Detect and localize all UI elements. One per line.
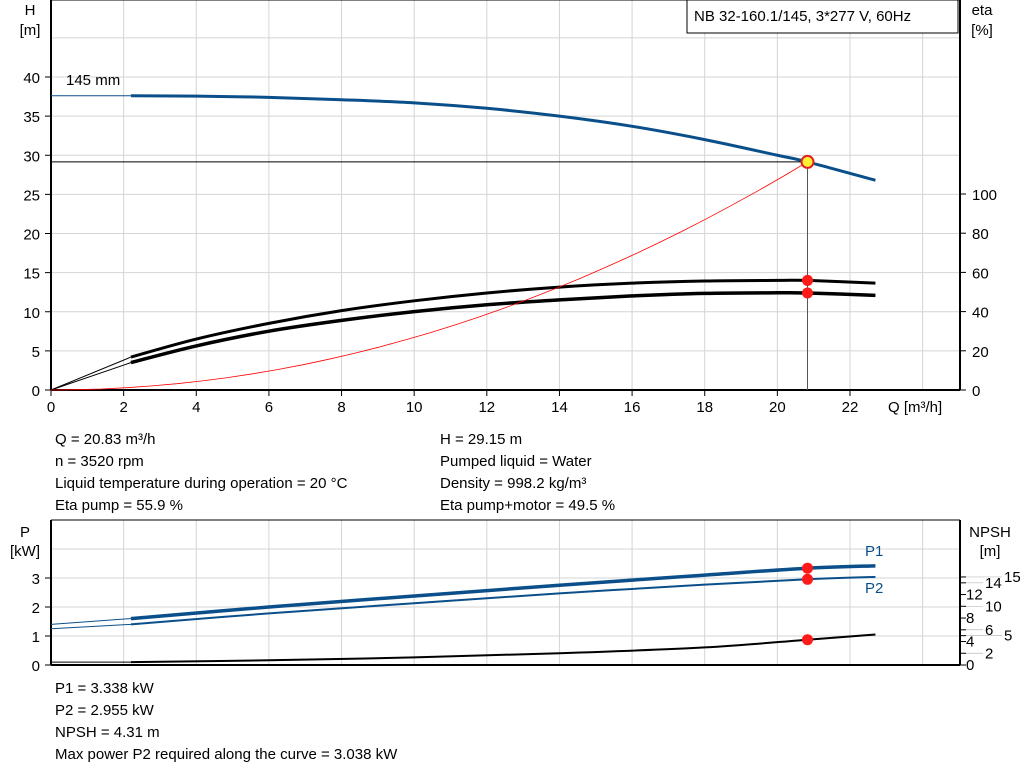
x-tick-label: 10 [406, 399, 423, 416]
p2-duty-point [802, 573, 814, 585]
y-tick-label-left: 0 [32, 658, 40, 675]
info-temp: Liquid temperature during operation = 20… [55, 475, 348, 492]
system-curve [50, 161, 808, 391]
eta-pump-curve [130, 278, 876, 359]
y-axis-unit-left: [m] [20, 22, 41, 39]
npsh-curve [130, 633, 876, 664]
x-tick-label: 16 [624, 399, 641, 416]
x-tick-label: 4 [192, 399, 200, 416]
x-tick-label: 12 [478, 399, 495, 416]
eta-pump-duty-point [802, 274, 814, 286]
head-curve [130, 94, 876, 182]
p2-curve [130, 575, 876, 626]
info-p2: P2 = 2.955 kW [55, 702, 154, 719]
x-tick-label: 14 [551, 399, 568, 416]
y-tick-label-right: 6 [985, 622, 993, 639]
y-tick-label-left: 10 [23, 305, 40, 322]
y-tick-label-left: 5 [32, 344, 40, 361]
y-tick-label-right: 0 [972, 383, 980, 400]
y-tick-label-right: 0 [966, 657, 974, 674]
info-q: Q = 20.83 m³/h [55, 431, 156, 448]
y-tick-label-right: 12 [966, 587, 983, 604]
eta-pump-motor-curve-extension [50, 362, 132, 391]
x-tick-label: 22 [842, 399, 859, 416]
info-density: Density = 998.2 kg/m³ [440, 475, 587, 492]
title-box [686, 0, 959, 34]
p1-curve [130, 564, 876, 621]
y-axis-label-right: eta [972, 2, 994, 19]
title-text: NB 32-160.1/145, 3*277 V, 60Hz [694, 8, 911, 25]
info-h: H = 29.15 m [440, 431, 523, 448]
info-bottom: P1 = 3.338 kW P2 = 2.955 kW NPSH = 4.31 … [55, 678, 397, 766]
y-tick-label-right: 60 [972, 265, 989, 282]
y-tick-label-left: 0 [32, 383, 40, 400]
x-tick-label: 6 [265, 399, 273, 416]
info-p1: P1 = 3.338 kW [55, 680, 154, 697]
x-tick-label: 2 [119, 399, 127, 416]
p2-curve-extension [50, 623, 131, 630]
p1-curve-extension [50, 618, 131, 625]
info-eta-pump-motor: Eta pump+motor = 49.5 % [440, 497, 616, 514]
info-eta-pump: Eta pump = 55.9 % [55, 497, 183, 514]
y-tick-label-right: 8 [966, 610, 974, 627]
y-tick-label-right: 100 [972, 187, 997, 204]
y-tick-label-left: 2 [32, 600, 40, 617]
y-axis-unit-left: [kW] [10, 543, 40, 560]
y-tick-label-left: 40 [23, 70, 40, 87]
y-tick-label-right: 15 [1004, 569, 1021, 586]
x-tick-label: 0 [47, 399, 55, 416]
y-tick-label-left: 3 [32, 571, 40, 588]
curve-annotation: 145 mm [66, 72, 120, 89]
y-tick-label-right: 10 [985, 598, 1002, 615]
y-tick-label-right: 80 [972, 226, 989, 243]
y-tick-label-left: 1 [32, 629, 40, 646]
eta-pump-curve-extension [50, 356, 132, 391]
eta-pump-motor-duty-point [802, 287, 814, 299]
x-axis-label: Q [m³/h] [888, 399, 942, 416]
x-tick-label: 18 [696, 399, 713, 416]
p1-legend-label: P1 [865, 543, 883, 560]
y-axis-unit-right: [m] [980, 543, 1001, 560]
info-speed: n = 3520 rpm [55, 453, 144, 470]
y-tick-label-right: 5 [1004, 628, 1012, 645]
y-tick-label-right: 40 [972, 305, 989, 322]
x-tick-label: 20 [769, 399, 786, 416]
info-max-p2: Max power P2 required along the curve = … [55, 746, 398, 763]
y-axis-unit-right: [%] [971, 22, 993, 39]
head-duty-point [800, 154, 815, 169]
y-tick-label-right: 14 [985, 575, 1002, 592]
info-top-right: H = 29.15 m Pumped liquid = Water Densit… [440, 429, 615, 517]
y-tick-label-left: 30 [23, 148, 40, 165]
info-npsh: NPSH = 4.31 m [55, 724, 160, 741]
info-top-left: Q = 20.83 m³/h n = 3520 rpm Liquid tempe… [55, 429, 347, 517]
y-tick-label-right: 20 [972, 344, 989, 361]
y-tick-label-left: 15 [23, 266, 40, 283]
p2-legend-label: P2 [865, 580, 883, 597]
p1-duty-point [802, 562, 814, 574]
info-liquid: Pumped liquid = Water [440, 453, 592, 470]
y-tick-label-right: 4 [966, 634, 974, 651]
y-tick-label-left: 35 [23, 109, 40, 126]
x-tick-label: 8 [337, 399, 345, 416]
y-tick-label-left: 20 [23, 227, 40, 244]
y-axis-label-left: P [20, 524, 30, 541]
y-tick-label-left: 25 [23, 187, 40, 204]
y-tick-label-right: 2 [985, 645, 993, 662]
npsh-duty-point [802, 634, 814, 646]
y-axis-label-right: NPSH [969, 524, 1011, 541]
y-axis-label-left: H [25, 2, 36, 19]
